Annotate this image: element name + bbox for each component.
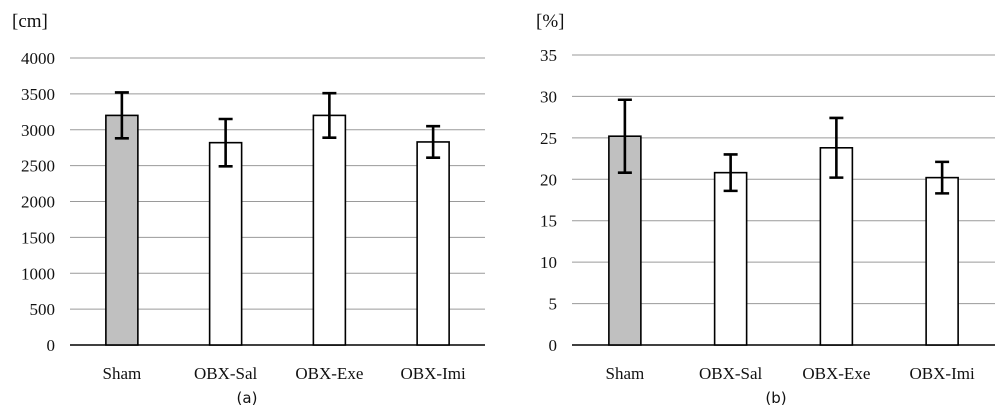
- y-tick-label: 10: [540, 253, 557, 272]
- x-tick-label: OBX-Imi: [401, 364, 466, 383]
- x-tick-label: Sham: [103, 364, 142, 383]
- y-unit-label-a: [cm]: [12, 11, 48, 32]
- y-tick-label: 1500: [21, 228, 55, 247]
- chart-panel-b: 0 5 10 15 20 25 30 35 Sham OBX-Sal OBX-Exe OBX-Imi…: [536, 11, 995, 407]
- x-tick-label: OBX-Sal: [699, 364, 763, 383]
- y-tick-label: 25: [540, 129, 557, 148]
- error-bar-obx-imi: [935, 160, 950, 195]
- bar-obx-imi: [925, 176, 959, 346]
- bar-obx-sal: [208, 141, 243, 346]
- y-tick-label: 500: [30, 300, 56, 319]
- y-tick-label: 1000: [21, 264, 55, 283]
- y-tick-label: 30: [540, 87, 557, 106]
- error-bar-obx-imi: [426, 124, 441, 160]
- y-tick-label: 0: [549, 336, 558, 355]
- x-tick-label: OBX-Exe: [802, 364, 870, 383]
- y-unit-label-b: [%]: [536, 11, 564, 32]
- error-bar-sham: [617, 98, 632, 174]
- panel-caption-a: (a): [237, 389, 258, 407]
- chart-panel-a: 0 500 1000 1500 2000 2500 3000 3500 4000 Sham OBX…: [12, 11, 485, 407]
- bar-obx-imi: [416, 141, 450, 346]
- x-tick-label: OBX-Imi: [910, 364, 975, 383]
- y-tick-label: 0: [47, 336, 56, 355]
- y-tick-label: 3500: [21, 85, 55, 104]
- y-tick-label: 15: [540, 212, 557, 231]
- x-tick-label: Sham: [606, 364, 645, 383]
- x-tick-label: OBX-Exe: [295, 364, 363, 383]
- error-bar-obx-exe: [322, 91, 337, 139]
- x-tick-label: OBX-Sal: [194, 364, 258, 383]
- bar-obx-sal: [713, 171, 748, 346]
- error-bar-obx-sal: [723, 153, 738, 193]
- y-tick-label: 5: [549, 295, 558, 314]
- y-tick-label: 2000: [21, 193, 55, 212]
- error-bar-obx-sal: [218, 117, 233, 168]
- y-tick-label: 35: [540, 46, 557, 65]
- y-tick-label: 20: [540, 170, 557, 189]
- bar-sham: [105, 114, 139, 346]
- error-bar-sham: [114, 91, 129, 140]
- bar-obx-exe: [312, 114, 347, 346]
- bar-obx-exe: [819, 147, 854, 346]
- error-bar-obx-exe: [829, 116, 844, 179]
- y-tick-label: 4000: [21, 49, 55, 68]
- y-tick-label: 3000: [21, 121, 55, 140]
- y-tick-label: 2500: [21, 157, 55, 176]
- panel-caption-b: (b): [765, 389, 786, 407]
